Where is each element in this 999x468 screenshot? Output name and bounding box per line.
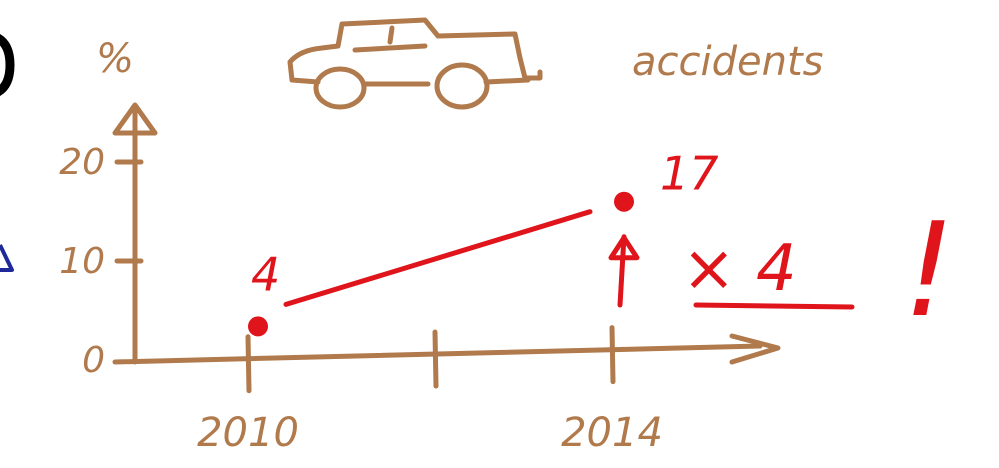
rise-arrow-shaft bbox=[617, 234, 627, 308]
y-axis-unit-label: % bbox=[96, 36, 134, 82]
rise-arrow-head bbox=[608, 235, 640, 261]
x-ticks: 2010 2014 bbox=[197, 325, 663, 456]
axes bbox=[112, 102, 781, 365]
x-tick-label-2014: 2014 bbox=[561, 410, 663, 456]
multiplier-label: × 4 bbox=[682, 232, 797, 306]
y-tick-label-10: 10 bbox=[59, 241, 105, 282]
data-label-2010: 4 bbox=[251, 247, 280, 301]
car-icon bbox=[287, 17, 543, 110]
subject-label: accidents bbox=[632, 39, 823, 85]
x-tick-2014 bbox=[609, 325, 616, 385]
multiplier-underline bbox=[693, 302, 855, 310]
series: 4 17 bbox=[248, 147, 719, 337]
edge-ring-fragment bbox=[0, 33, 15, 97]
y-axis-arrow bbox=[112, 102, 158, 136]
x-tick-2010 bbox=[245, 334, 252, 394]
exclamation-mark: ! bbox=[903, 194, 955, 346]
x-axis-arrow bbox=[729, 333, 781, 365]
y-tick-label-0: 0 bbox=[82, 340, 105, 381]
data-point-2010 bbox=[248, 316, 268, 337]
data-label-2014: 17 bbox=[660, 147, 719, 201]
y-tick-label-20: 20 bbox=[59, 142, 105, 183]
edge-triangle-fragment bbox=[0, 244, 14, 272]
data-point-2014 bbox=[614, 191, 634, 212]
x-tick-mid bbox=[432, 329, 439, 389]
x-tick-label-2010: 2010 bbox=[197, 410, 299, 456]
series-line bbox=[283, 209, 593, 307]
y-ticks: 0 10 20 bbox=[59, 142, 144, 381]
